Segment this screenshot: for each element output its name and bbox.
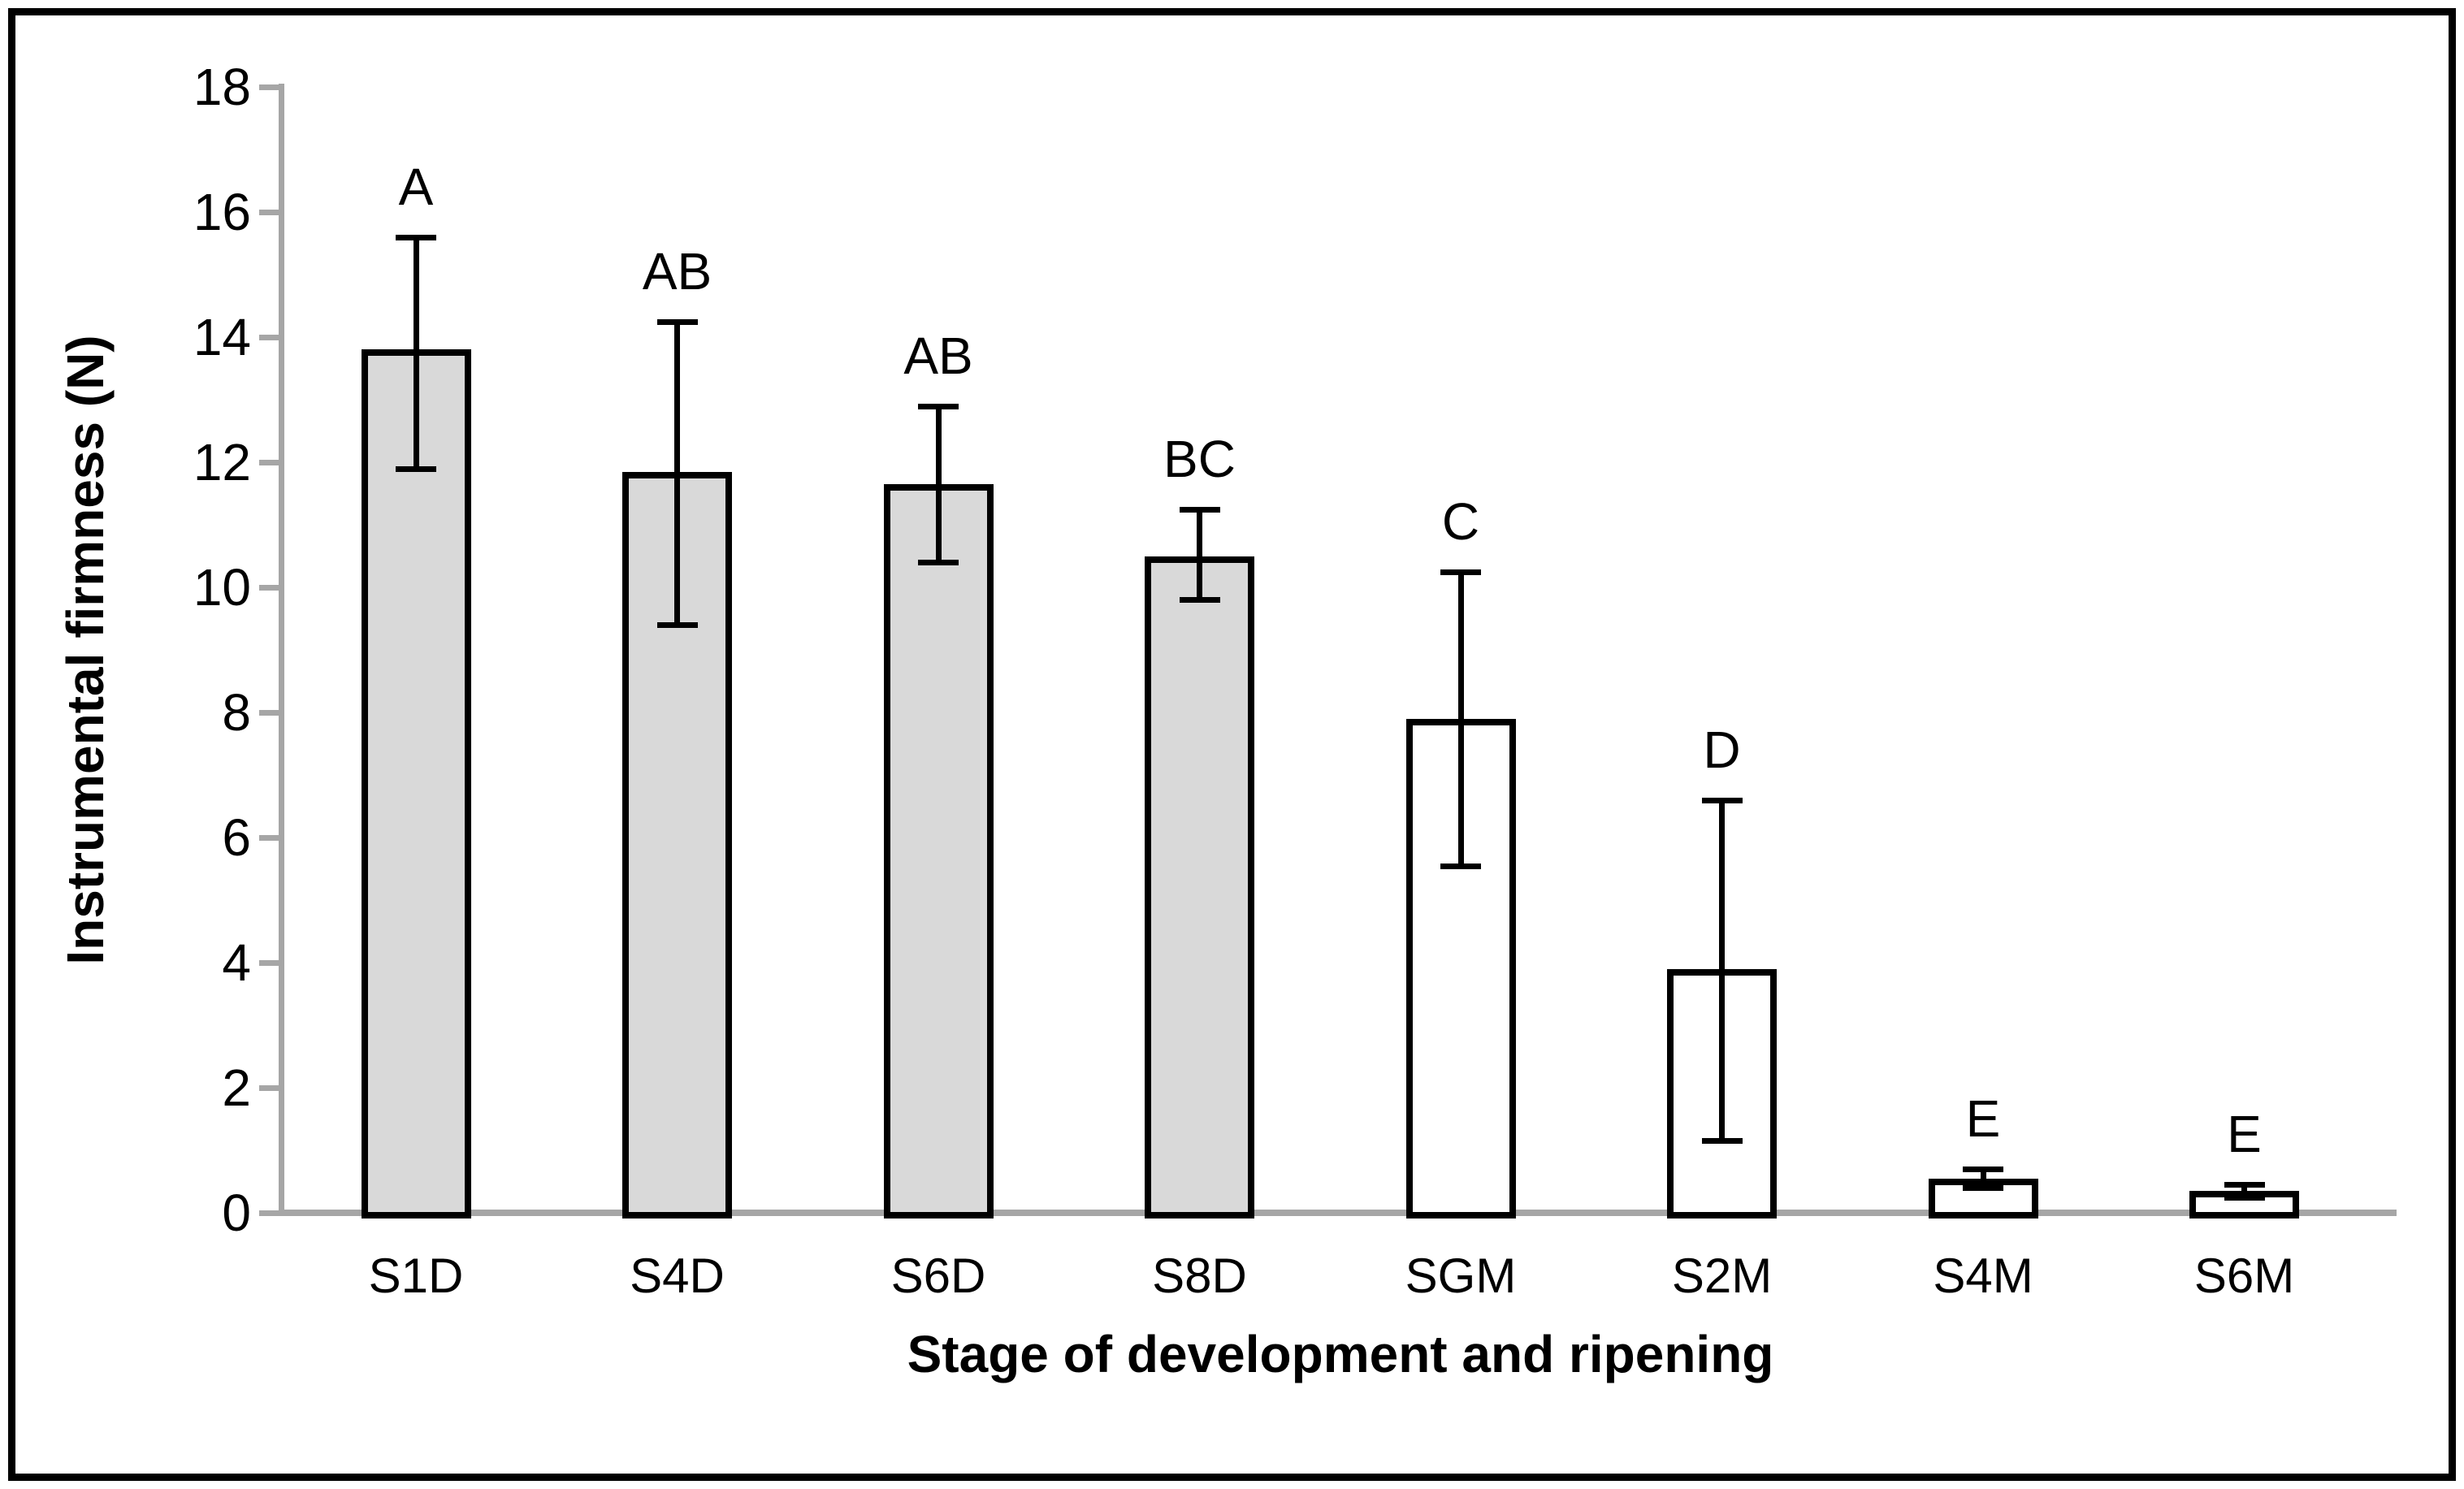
y-tick-label: 8 — [222, 683, 251, 742]
x-tick-label-S6M: S6M — [2193, 1249, 2295, 1303]
y-axis-tick — [259, 210, 279, 215]
error-bar-cap-bottom-S2M — [1701, 1138, 1743, 1145]
error-bar-cap-top-SGM — [1440, 569, 1481, 575]
error-bar-cap-top-S6M — [2224, 1182, 2265, 1188]
error-bar-line-S2M — [1719, 799, 1725, 1141]
y-axis-tick — [259, 710, 279, 716]
y-tick-label: 14 — [193, 308, 251, 366]
bar-S6D — [883, 483, 994, 1218]
x-tick-label-S6D: S6D — [890, 1249, 986, 1303]
y-axis-tick — [259, 335, 279, 340]
y-tick-label: 4 — [222, 933, 251, 992]
error-bar-cap-bottom-S4D — [656, 622, 698, 629]
error-bar-cap-bottom-S8D — [1179, 597, 1220, 604]
error-bar-cap-bottom-S6M — [2224, 1194, 2265, 1201]
x-tick-label-S8D: S8D — [1152, 1249, 1247, 1303]
y-axis-tick — [259, 1085, 279, 1091]
error-bar-cap-bottom-S4M — [1963, 1185, 2003, 1192]
figure-border — [8, 8, 2456, 1481]
y-axis-line — [279, 84, 284, 1216]
x-tick-label-S4D: S4D — [630, 1249, 725, 1303]
sig-letter-S6M: E — [2227, 1105, 2262, 1164]
error-bar-cap-top-S8D — [1179, 506, 1220, 513]
y-tick-label: 0 — [222, 1184, 251, 1242]
y-axis-tick — [259, 960, 279, 966]
y-axis-tick — [259, 460, 279, 465]
sig-letter-S4D: AB — [642, 241, 712, 301]
error-bar-line-SGM — [1457, 571, 1464, 866]
error-bar-line-S8D — [1197, 509, 1202, 600]
error-bar-line-S6M — [2241, 1184, 2247, 1197]
sig-letter-S1D: A — [398, 157, 434, 216]
bar-S1D — [361, 349, 471, 1218]
y-axis-tick — [259, 835, 279, 841]
y-tick-label: 2 — [222, 1058, 251, 1117]
x-axis-title: Stage of development and ripening — [907, 1325, 1774, 1383]
y-axis-tick — [259, 1210, 279, 1216]
x-tick-label-SGM: SGM — [1405, 1249, 1517, 1303]
error-bar-cap-top-S1D — [396, 234, 436, 240]
sig-letter-S6D: AB — [903, 326, 973, 385]
error-bar-cap-bottom-SGM — [1440, 863, 1481, 869]
y-tick-label: 16 — [193, 183, 251, 241]
y-tick-label: 10 — [193, 558, 251, 617]
bar-S8D — [1145, 556, 1254, 1218]
y-axis-tick — [259, 84, 279, 90]
error-bar-cap-top-S6D — [918, 403, 959, 409]
y-tick-label: 18 — [193, 58, 251, 116]
error-bar-line-S6D — [935, 405, 942, 563]
y-tick-label: 6 — [222, 808, 251, 867]
y-axis-title: Instrumental firmness (N) — [56, 335, 115, 965]
y-tick-label: 12 — [193, 433, 251, 491]
error-bar-cap-bottom-S1D — [396, 465, 436, 472]
sig-letter-S2M: D — [1703, 720, 1741, 779]
sig-letter-S4M: E — [1965, 1089, 2001, 1149]
sig-letter-S8D: BC — [1163, 429, 1236, 488]
error-bar-cap-top-S2M — [1701, 797, 1743, 803]
error-bar-cap-top-S4D — [656, 318, 698, 325]
x-tick-label-S4M: S4M — [1933, 1249, 2033, 1303]
error-bar-cap-bottom-S6D — [918, 560, 959, 566]
x-tick-label-S1D: S1D — [368, 1249, 464, 1303]
y-axis-tick — [259, 585, 279, 591]
error-bar-cap-top-S4M — [1963, 1167, 2003, 1173]
error-bar-line-S4D — [674, 321, 680, 625]
error-bar-line-S4M — [1980, 1169, 1986, 1188]
sig-letter-SGM: C — [1441, 491, 1480, 551]
x-tick-label-S2M: S2M — [1671, 1249, 1773, 1303]
x-axis-line — [279, 1210, 2397, 1216]
error-bar-line-S1D — [413, 236, 419, 469]
